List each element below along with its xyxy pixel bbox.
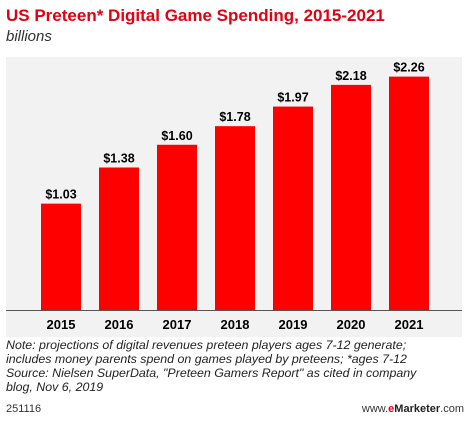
note-line: includes money parents spend on games pl…: [6, 352, 407, 366]
data-label: $1.60: [161, 129, 192, 143]
source-line: Source: Nielsen SuperData, "Preteen Game…: [6, 366, 417, 380]
chart-subtitle: billions: [6, 28, 52, 45]
bar-chart: $1.03 2015 $1.38 2016 $1.60 2017 $1.78 2018 $1.9…: [6, 61, 462, 332]
x-tick-label: 2015: [47, 317, 76, 332]
data-label: $1.03: [45, 188, 76, 202]
data-label: $1.78: [219, 110, 250, 124]
data-label: $2.18: [335, 69, 366, 83]
source-line: blog, Nov 6, 2019: [6, 380, 104, 394]
bar-2015: [41, 203, 81, 310]
footer: 251116 www.eMarketer.com: [6, 403, 464, 419]
chart-title: US Preteen* Digital Game Spending, 2015-…: [6, 6, 385, 25]
bar-2017: [157, 144, 197, 310]
x-tick-label: 2017: [163, 317, 192, 332]
data-label: $1.97: [277, 91, 308, 105]
bar-2020: [331, 84, 371, 311]
x-tick-label: 2016: [105, 317, 134, 332]
x-tick-label: 2019: [279, 317, 308, 332]
chart-notes: Note: projections of digital revenues pr…: [6, 338, 464, 394]
bar-2019: [273, 106, 313, 310]
data-label: $1.38: [103, 151, 134, 165]
bar-2021: [389, 76, 429, 310]
x-tick-label: 2021: [395, 317, 424, 332]
chart-id: 251116: [6, 403, 42, 415]
x-tick-label: 2018: [221, 317, 250, 332]
x-tick-label: 2020: [337, 317, 366, 332]
bar-2018: [215, 126, 255, 311]
data-label: $2.26: [393, 61, 424, 75]
emarketer-logo: www.eMarketer.com: [361, 403, 464, 415]
bar-2016: [99, 167, 139, 310]
plot-area: $1.03 2015 $1.38 2016 $1.60 2017 $1.78 2018 $1.9…: [6, 57, 462, 337]
note-line: Note: projections of digital revenues pr…: [6, 338, 407, 352]
